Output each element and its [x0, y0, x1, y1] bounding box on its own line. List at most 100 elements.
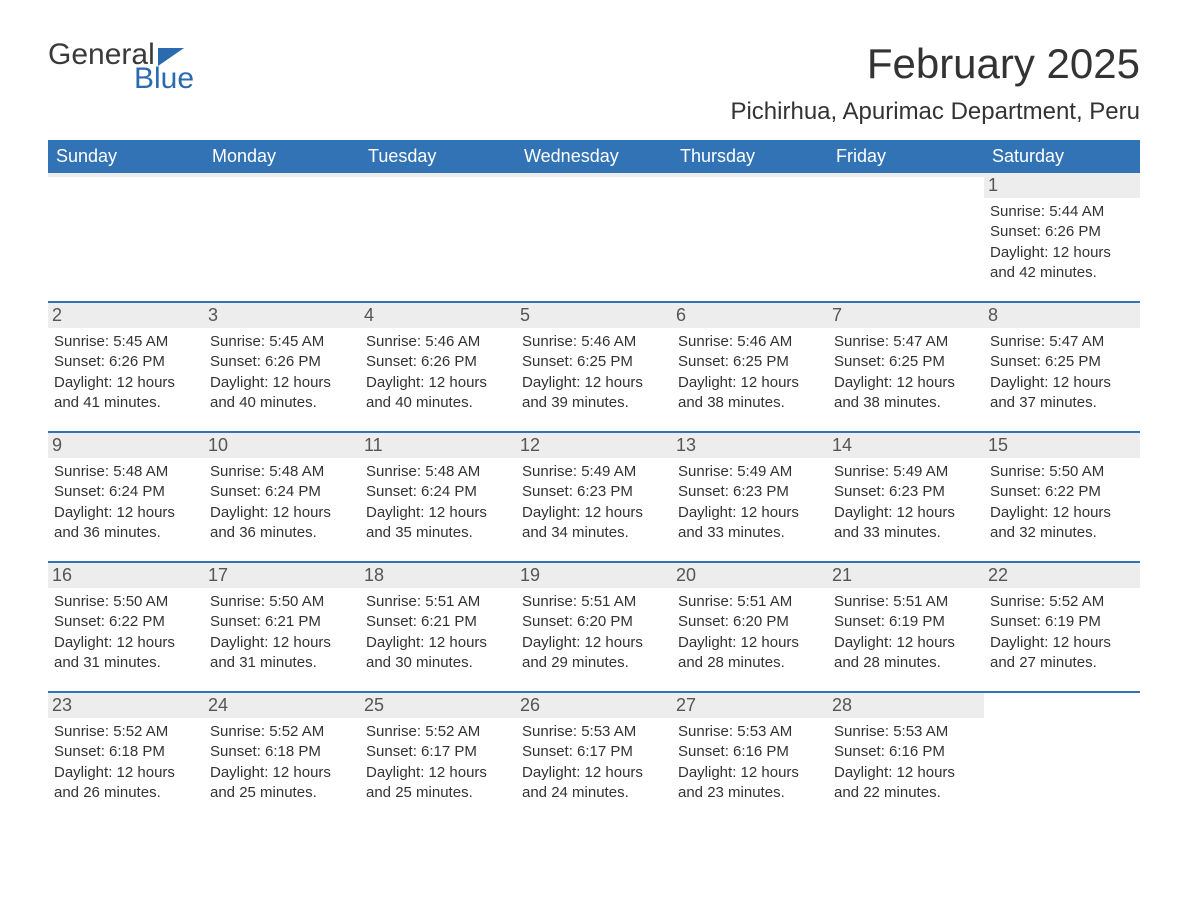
day-cell — [672, 173, 828, 301]
week-row: 1Sunrise: 5:44 AMSunset: 6:26 PMDaylight… — [48, 173, 1140, 301]
sunrise-text: Sunrise: 5:49 AM — [834, 462, 978, 482]
day-details: Sunrise: 5:48 AMSunset: 6:24 PMDaylight:… — [366, 462, 510, 543]
week-row: 9Sunrise: 5:48 AMSunset: 6:24 PMDaylight… — [48, 431, 1140, 561]
sunset-text: Sunset: 6:16 PM — [678, 742, 822, 762]
day-details: Sunrise: 5:49 AMSunset: 6:23 PMDaylight:… — [678, 462, 822, 543]
day-cell: 22Sunrise: 5:52 AMSunset: 6:19 PMDayligh… — [984, 563, 1140, 691]
calendar-header-row: Sunday Monday Tuesday Wednesday Thursday… — [48, 140, 1140, 173]
day-cell — [48, 173, 204, 301]
daylight-text: Daylight: 12 hours and 34 minutes. — [522, 503, 666, 544]
sunset-text: Sunset: 6:18 PM — [210, 742, 354, 762]
sunset-text: Sunset: 6:20 PM — [678, 612, 822, 632]
day-details: Sunrise: 5:44 AMSunset: 6:26 PMDaylight:… — [990, 202, 1134, 283]
sunrise-text: Sunrise: 5:52 AM — [366, 722, 510, 742]
day-details: Sunrise: 5:49 AMSunset: 6:23 PMDaylight:… — [522, 462, 666, 543]
daylight-text: Daylight: 12 hours and 42 minutes. — [990, 243, 1134, 284]
day-cell: 27Sunrise: 5:53 AMSunset: 6:16 PMDayligh… — [672, 693, 828, 821]
logo-text-blue: Blue — [134, 64, 194, 94]
sunset-text: Sunset: 6:25 PM — [834, 352, 978, 372]
day-number: 11 — [360, 433, 516, 458]
sunset-text: Sunset: 6:25 PM — [522, 352, 666, 372]
day-details: Sunrise: 5:48 AMSunset: 6:24 PMDaylight:… — [210, 462, 354, 543]
sunrise-text: Sunrise: 5:53 AM — [522, 722, 666, 742]
sunset-text: Sunset: 6:25 PM — [678, 352, 822, 372]
daylight-text: Daylight: 12 hours and 33 minutes. — [678, 503, 822, 544]
daylight-text: Daylight: 12 hours and 40 minutes. — [366, 373, 510, 414]
day-details: Sunrise: 5:47 AMSunset: 6:25 PMDaylight:… — [834, 332, 978, 413]
day-cell: 26Sunrise: 5:53 AMSunset: 6:17 PMDayligh… — [516, 693, 672, 821]
week-row: 23 Sunrise: 5:52 AM Sunset: 6:18 PM Dayligh… — [48, 691, 1140, 821]
sunrise-text: Sunrise: 5:48 AM — [54, 462, 198, 482]
day-number: 7 — [828, 303, 984, 328]
sunset-text: Sunset: 6:21 PM — [210, 612, 354, 632]
sunset-text: Sunset: 6:26 PM — [210, 352, 354, 372]
day-number: 23 — [48, 693, 204, 718]
location-subtitle: Pichirhua, Apurimac Department, Peru — [48, 98, 1140, 126]
sunrise-text: Sunrise: 5:47 AM — [990, 332, 1134, 352]
day-cell: 11 Sunrise: 5:48 AMSunset: 6:24 PMDayligh… — [360, 433, 516, 561]
day-number: 12 — [516, 433, 672, 458]
day-details: Sunrise: 5:53 AMSunset: 6:16 PMDaylight:… — [678, 722, 822, 803]
day-cell — [204, 173, 360, 301]
sunrise-text: Sunrise: 5:50 AM — [210, 592, 354, 612]
sunset-text: Sunset: 6:19 PM — [834, 612, 978, 632]
day-cell: 12 Sunrise: 5:49 AMSunset: 6:23 PMDayligh… — [516, 433, 672, 561]
day-number — [360, 173, 516, 177]
day-cell: 7 Sunrise: 5:47 AMSunset: 6:25 PMDaylight… — [828, 303, 984, 431]
day-cell: 9Sunrise: 5:48 AMSunset: 6:24 PMDaylight… — [48, 433, 204, 561]
sunrise-text: Sunrise: 5:51 AM — [522, 592, 666, 612]
daylight-text: Daylight: 12 hours and 22 minutes. — [834, 763, 978, 804]
daylight-text: Daylight: 12 hours and 32 minutes. — [990, 503, 1134, 544]
sunrise-text: Sunrise: 5:51 AM — [834, 592, 978, 612]
day-cell — [360, 173, 516, 301]
day-number: 20 — [672, 563, 828, 588]
day-details: Sunrise: 5:51 AMSunset: 6:19 PMDaylight:… — [834, 592, 978, 673]
header: General Blue February 2025 — [48, 40, 1140, 94]
sunset-text: Sunset: 6:19 PM — [990, 612, 1134, 632]
day-cell: 15Sunrise: 5:50 AMSunset: 6:22 PMDayligh… — [984, 433, 1140, 561]
day-cell: 13 Sunrise: 5:49 AMSunset: 6:23 PMDayligh… — [672, 433, 828, 561]
sunrise-text: Sunrise: 5:53 AM — [834, 722, 978, 742]
daylight-text: Daylight: 12 hours and 24 minutes. — [522, 763, 666, 804]
sunrise-text: Sunrise: 5:48 AM — [210, 462, 354, 482]
day-number: 17 — [204, 563, 360, 588]
sunrise-text: Sunrise: 5:45 AM — [54, 332, 198, 352]
sunset-text: Sunset: 6:20 PM — [522, 612, 666, 632]
day-number: 14 — [828, 433, 984, 458]
sunset-text: Sunset: 6:24 PM — [54, 482, 198, 502]
day-cell: 8Sunrise: 5:47 AMSunset: 6:25 PMDaylight… — [984, 303, 1140, 431]
day-cell: 21Sunrise: 5:51 AMSunset: 6:19 PMDayligh… — [828, 563, 984, 691]
day-cell: 5 Sunrise: 5:46 AMSunset: 6:25 PMDaylight… — [516, 303, 672, 431]
daylight-text: Daylight: 12 hours and 31 minutes. — [210, 633, 354, 674]
day-number — [204, 173, 360, 177]
daylight-text: Daylight: 12 hours and 31 minutes. — [54, 633, 198, 674]
day-cell: 6Sunrise: 5:46 AMSunset: 6:25 PMDaylight… — [672, 303, 828, 431]
day-details: Sunrise: 5:46 AMSunset: 6:25 PMDaylight:… — [522, 332, 666, 413]
sunrise-text: Sunrise: 5:48 AM — [366, 462, 510, 482]
day-details: Sunrise: 5:53 AMSunset: 6:17 PMDaylight:… — [522, 722, 666, 803]
day-number — [828, 173, 984, 177]
daylight-text: Daylight: 12 hours and 35 minutes. — [366, 503, 510, 544]
day-cell: 16Sunrise: 5:50 AMSunset: 6:22 PMDayligh… — [48, 563, 204, 691]
day-header: Wednesday — [516, 140, 672, 173]
day-number — [48, 173, 204, 177]
sunrise-text: Sunrise: 5:52 AM — [990, 592, 1134, 612]
day-details: Sunrise: 5:48 AMSunset: 6:24 PMDaylight:… — [54, 462, 198, 543]
day-cell: 25Sunrise: 5:52 AMSunset: 6:17 PMDayligh… — [360, 693, 516, 821]
day-cell: 19Sunrise: 5:51 AMSunset: 6:20 PMDayligh… — [516, 563, 672, 691]
daylight-text: Daylight: 12 hours and 39 minutes. — [522, 373, 666, 414]
day-details: Sunrise: 5:52 AMSunset: 6:17 PMDaylight:… — [366, 722, 510, 803]
day-number: 13 — [672, 433, 828, 458]
day-details: Sunrise: 5:50 AMSunset: 6:21 PMDaylight:… — [210, 592, 354, 673]
day-cell — [984, 693, 1140, 821]
day-header: Tuesday — [360, 140, 516, 173]
day-number: 5 — [516, 303, 672, 328]
sunset-text: Sunset: 6:22 PM — [990, 482, 1134, 502]
sunrise-text: Sunrise: 5:50 AM — [990, 462, 1134, 482]
day-cell: 23Sunrise: 5:52 AMSunset: 6:18 PMDayligh… — [48, 693, 204, 821]
logo-line-1: General — [48, 40, 194, 70]
sunset-text: Sunset: 6:17 PM — [522, 742, 666, 762]
day-details: Sunrise: 5:53 AMSunset: 6:16 PMDaylight:… — [834, 722, 978, 803]
sunset-text: Sunset: 6:23 PM — [834, 482, 978, 502]
sunrise-text: Sunrise: 5:51 AM — [366, 592, 510, 612]
